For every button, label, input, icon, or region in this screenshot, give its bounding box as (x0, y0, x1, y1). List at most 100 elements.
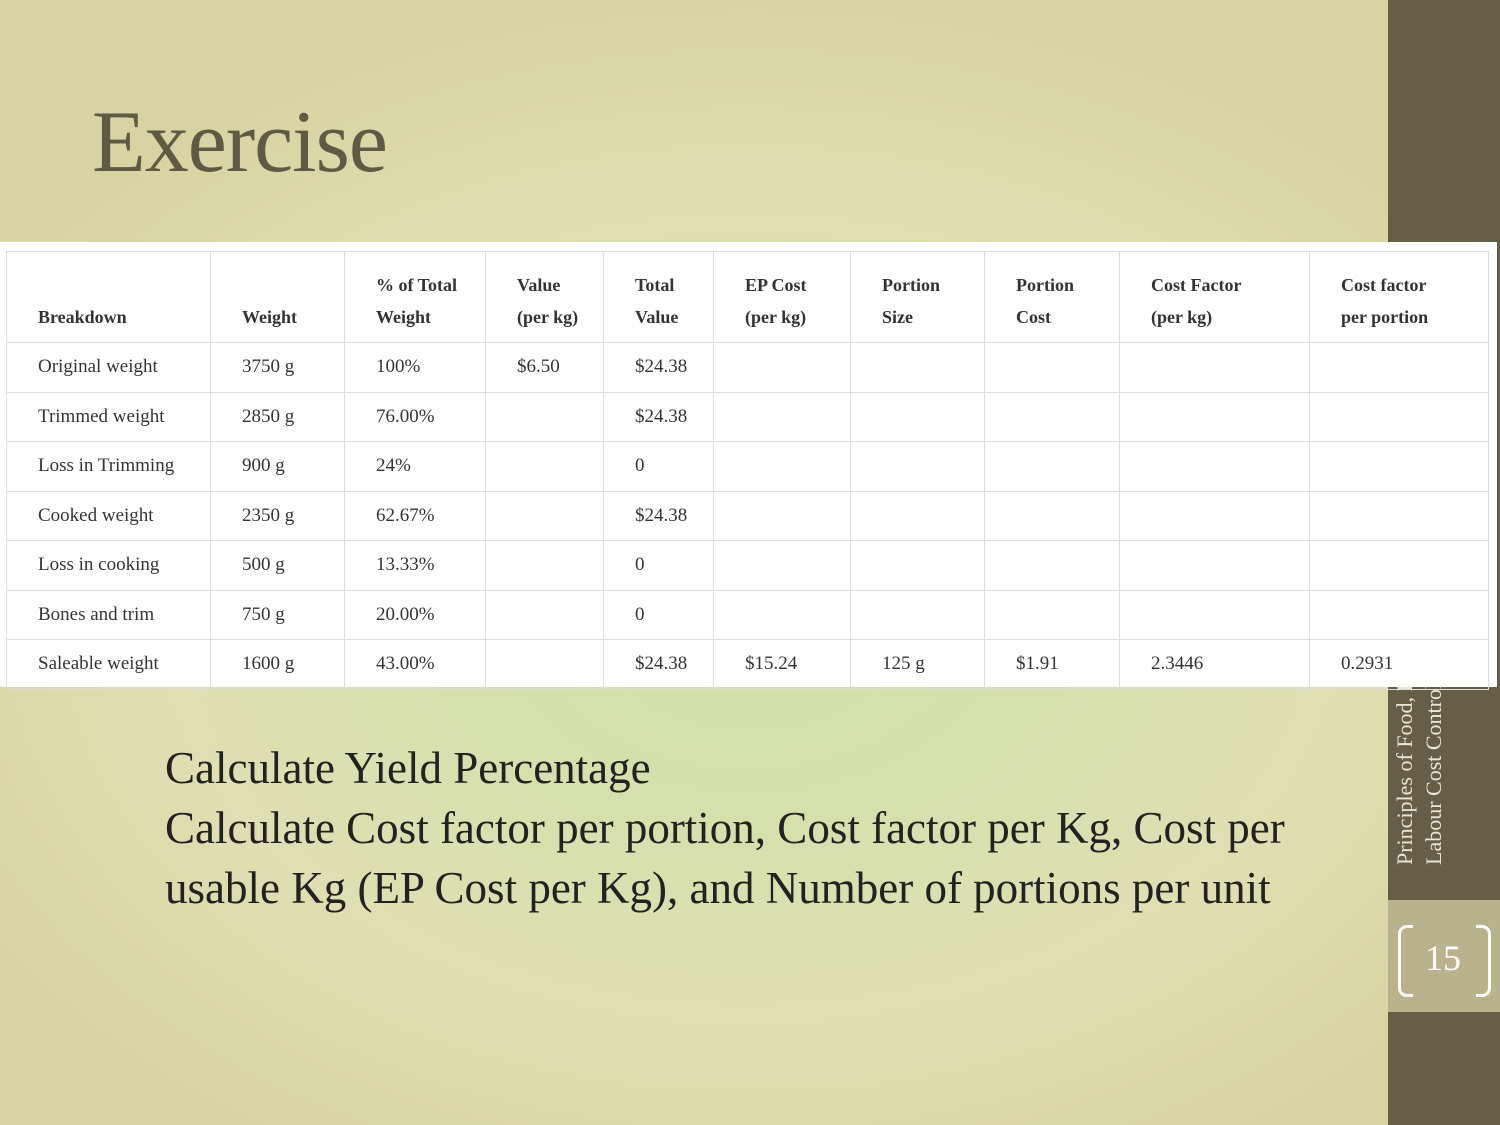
table-cell (984, 441, 1120, 492)
table-cell: 13.33% (344, 540, 486, 591)
table-cell (984, 540, 1120, 591)
column-header-line2: Weight (242, 307, 298, 327)
sidebar-text-line1: Principles of Food, Beverage and (1392, 680, 1417, 865)
table-cell: Original weight (6, 342, 211, 393)
table-cell: Loss in Trimming (6, 441, 211, 492)
table-cell: 0 (603, 441, 714, 492)
table-row: Trimmed weight 2850 g 76.00% $24.38 (6, 391, 1489, 442)
column-header-line2: Cost (1016, 307, 1051, 327)
table-cell: 0 (603, 540, 714, 591)
column-header: Breakdown (6, 251, 211, 343)
table-cell: Bones and trim (6, 589, 211, 640)
table-cell (1119, 589, 1310, 640)
column-header-line1 (38, 269, 210, 301)
column-header: Portion Cost (984, 251, 1120, 343)
table-cell (485, 441, 604, 492)
table-cell (850, 441, 985, 492)
column-header-line1: EP Cost (745, 275, 807, 295)
table-cell: Saleable weight (6, 639, 211, 690)
table-cell: 0.2931 (1309, 639, 1489, 690)
column-header-line1: Portion (882, 275, 940, 295)
column-header: Cost Factor (per kg) (1119, 251, 1310, 343)
table-cell (485, 540, 604, 591)
cost-table: Breakdown Weight % of Total Weight Value (pe… (6, 251, 1489, 690)
table-cell (1119, 490, 1310, 541)
table-cell (850, 589, 985, 640)
table-cell (850, 391, 985, 442)
table-cell: 43.00% (344, 639, 486, 690)
table-row: Original weight 3750 g 100% $6.50 $24.38 (6, 342, 1489, 393)
table-cell: $24.38 (603, 639, 714, 690)
table-cell: 2350 g (210, 490, 345, 541)
column-header-line2: Size (882, 307, 913, 327)
table-cell (485, 490, 604, 541)
table-cell (1119, 342, 1310, 393)
table-cell: 20.00% (344, 589, 486, 640)
table-cell: $24.38 (603, 391, 714, 442)
table-row: Loss in cooking 500 g 13.33% 0 (6, 540, 1489, 591)
page-number: 15 (1425, 938, 1461, 978)
column-header-line1: Total (635, 275, 675, 295)
table-cell (984, 589, 1120, 640)
column-header-line1: Cost factor (1341, 275, 1427, 295)
instruction-line2: Calculate Cost factor per portion, Cost … (165, 803, 1285, 913)
table-cell (1119, 540, 1310, 591)
table-cell (850, 342, 985, 393)
sidebar-text-line2: Labour Cost Controls (1421, 680, 1446, 865)
table-cell (850, 540, 985, 591)
column-header: Weight (210, 251, 345, 343)
column-header: Portion Size (850, 251, 985, 343)
column-header-line2: (per kg) (1151, 307, 1213, 327)
column-header-line1 (242, 269, 344, 301)
table-cell (1309, 490, 1489, 541)
cost-table-panel: Breakdown Weight % of Total Weight Value (pe… (0, 242, 1497, 690)
table-header-row: Breakdown Weight % of Total Weight Value (pe… (6, 251, 1489, 343)
table-cell (713, 589, 851, 640)
table-cell (713, 342, 851, 393)
table-cell (984, 342, 1120, 393)
sidebar-footer-text: Principles of Food, Beverage and Labour … (1390, 680, 1460, 865)
table-row: Saleable weight 1600 g 43.00% $24.38 $15.24 1… (6, 639, 1489, 690)
table-cell (984, 391, 1120, 442)
table-cell (1309, 589, 1489, 640)
table-row: Loss in Trimming 900 g 24% 0 (6, 441, 1489, 492)
table-cell: 2850 g (210, 391, 345, 442)
table-cell (713, 490, 851, 541)
table-cell (1309, 391, 1489, 442)
column-header-line2: per portion (1341, 307, 1429, 327)
table-row: Bones and trim 750 g 20.00% 0 (6, 589, 1489, 640)
table-cell: Loss in cooking (6, 540, 211, 591)
column-header-line2: (per kg) (517, 307, 579, 327)
column-header-line2: Weight (376, 307, 432, 327)
table-cell (850, 490, 985, 541)
table-cell: 125 g (850, 639, 985, 690)
column-header-line2: Value (635, 307, 679, 327)
column-header: EP Cost (per kg) (713, 251, 851, 343)
table-cell: $24.38 (603, 490, 714, 541)
column-header-line1: Value (517, 275, 561, 295)
table-cell: $15.24 (713, 639, 851, 690)
table-cell (1119, 391, 1310, 442)
table-cell: 3750 g (210, 342, 345, 393)
table-cell: Trimmed weight (6, 391, 211, 442)
column-header-line2: (per kg) (745, 307, 807, 327)
table-cell: Cooked weight (6, 490, 211, 541)
table-cell: $6.50 (485, 342, 604, 393)
slide-title: Exercise (92, 94, 388, 191)
table-cell (713, 441, 851, 492)
table-cell: 750 g (210, 589, 345, 640)
table-row: Cooked weight 2350 g 62.67% $24.38 (6, 490, 1489, 541)
instruction-text: Calculate Yield Percentage Calculate Cos… (165, 738, 1355, 918)
column-header: Cost factor per portion (1309, 251, 1489, 343)
table-cell: 76.00% (344, 391, 486, 442)
table-cell: 62.67% (344, 490, 486, 541)
table-cell: $1.91 (984, 639, 1120, 690)
table-cell: 24% (344, 441, 486, 492)
table-cell: $24.38 (603, 342, 714, 393)
table-cell (485, 639, 604, 690)
table-cell: 900 g (210, 441, 345, 492)
column-header-line2: Breakdown (38, 307, 127, 327)
bracket-left-icon (1398, 925, 1413, 997)
table-cell (1309, 342, 1489, 393)
column-header: Value (per kg) (485, 251, 604, 343)
